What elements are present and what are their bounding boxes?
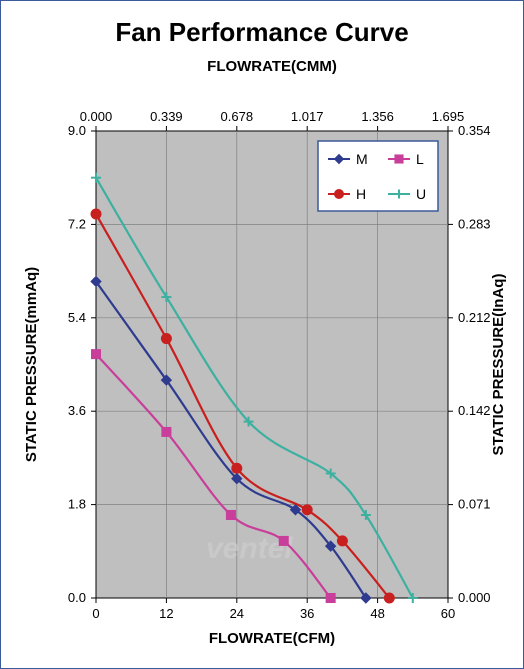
svg-text:24: 24 — [230, 606, 244, 621]
svg-text:3.6: 3.6 — [68, 403, 86, 418]
svg-text:0.339: 0.339 — [150, 109, 183, 124]
svg-text:1.017: 1.017 — [291, 109, 324, 124]
svg-text:0.678: 0.678 — [221, 109, 254, 124]
svg-text:U: U — [416, 186, 426, 202]
svg-text:7.2: 7.2 — [68, 216, 86, 231]
svg-text:0.000: 0.000 — [458, 590, 491, 605]
svg-text:0.354: 0.354 — [458, 123, 491, 138]
svg-text:M: M — [356, 151, 368, 167]
chart-svg: Fan Performance Curve FLOWRATE(CMM) 0 0.000… — [1, 1, 523, 668]
svg-text:0.212: 0.212 — [458, 310, 491, 325]
svg-text:0.000: 0.000 — [80, 109, 113, 124]
svg-text:9.0: 9.0 — [68, 123, 86, 138]
svg-text:36: 36 — [300, 606, 314, 621]
svg-text:0.071: 0.071 — [458, 497, 491, 512]
svg-text:STATIC PRESSURE(InAq): STATIC PRESSURE(InAq) — [490, 274, 507, 456]
svg-text:1.695: 1.695 — [432, 109, 465, 124]
chart-container: Fan Performance Curve FLOWRATE(CMM) 0 0.000… — [0, 0, 524, 669]
svg-text:48: 48 — [370, 606, 384, 621]
svg-text:0.142: 0.142 — [458, 403, 491, 418]
svg-text:FLOWRATE(CMM): FLOWRATE(CMM) — [207, 58, 337, 75]
svg-text:Fan Performance Curve: Fan Performance Curve — [115, 17, 408, 47]
svg-text:0.283: 0.283 — [458, 216, 491, 231]
svg-text:STATIC PRESSURE(mmAq): STATIC PRESSURE(mmAq) — [23, 267, 40, 462]
svg-text:60: 60 — [441, 606, 455, 621]
svg-text:FLOWRATE(CFM): FLOWRATE(CFM) — [209, 630, 335, 647]
svg-text:L: L — [416, 151, 424, 167]
svg-text:12: 12 — [159, 606, 173, 621]
svg-text:1.8: 1.8 — [68, 497, 86, 512]
svg-text:5.4: 5.4 — [68, 310, 86, 325]
svg-text:0.0: 0.0 — [68, 590, 86, 605]
svg-text:0: 0 — [92, 606, 99, 621]
svg-text:H: H — [356, 186, 366, 202]
svg-text:1.356: 1.356 — [361, 109, 394, 124]
